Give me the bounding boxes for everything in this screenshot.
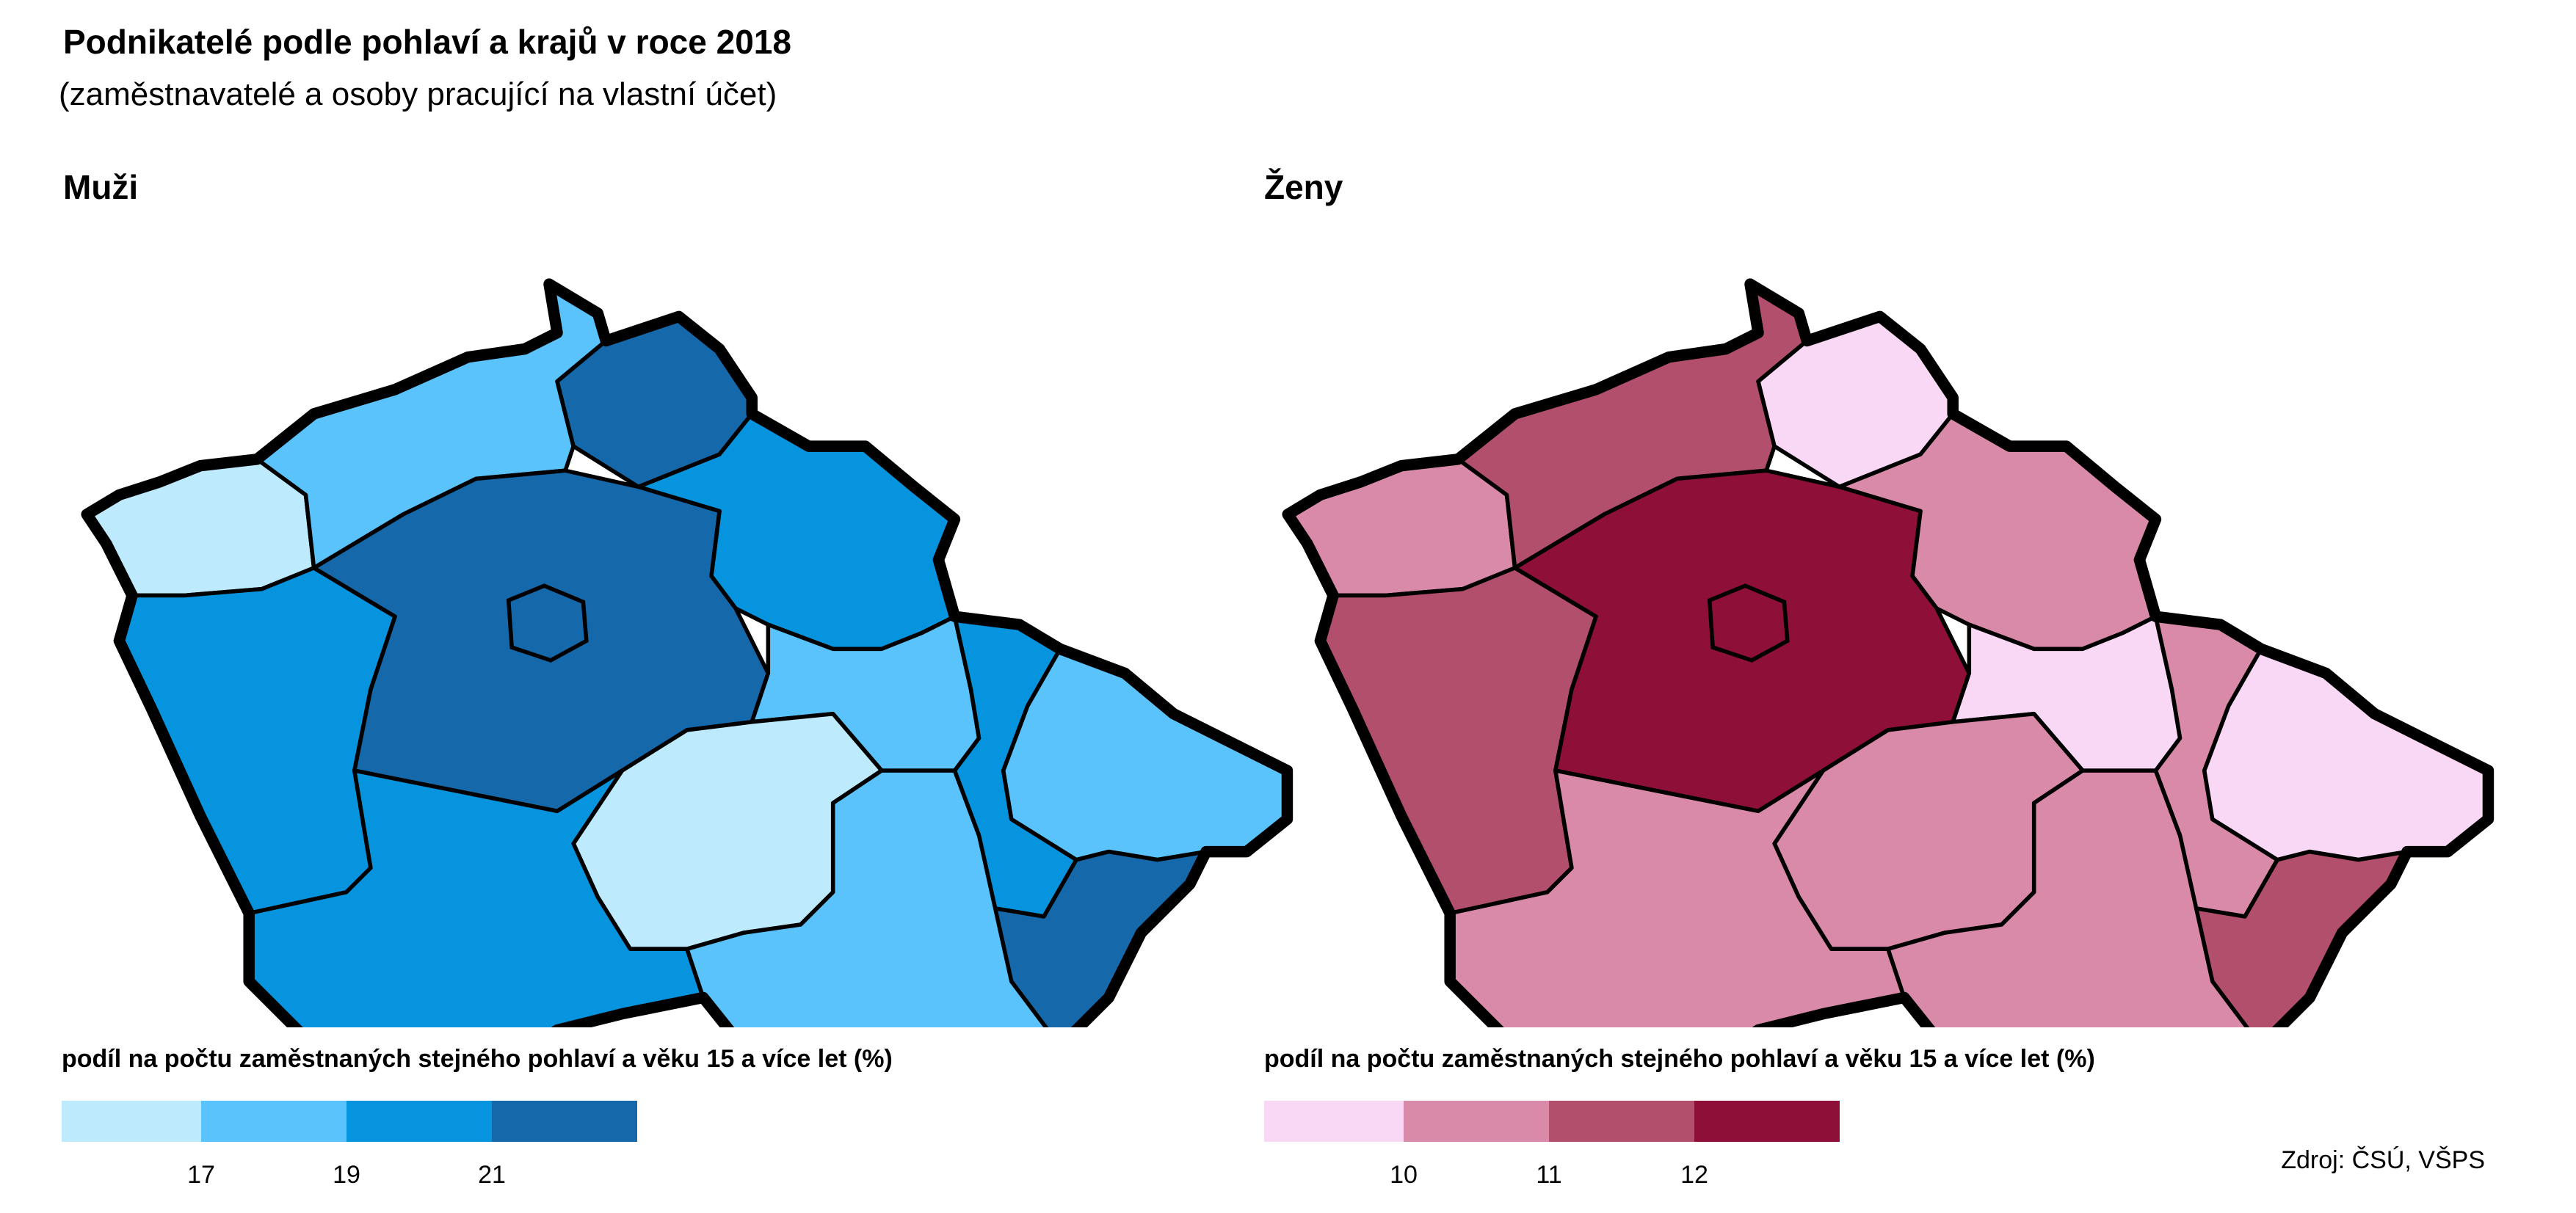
chart-title: Podnikatelé podle pohlaví a krajů v roce… [63, 23, 791, 61]
chart-subtitle: (zaměstnavatelé a osoby pracující na vla… [59, 76, 777, 112]
map-muzi [81, 278, 1294, 1027]
panel-title-zeny: Ženy [1264, 168, 1343, 206]
legend-swatch [62, 1101, 201, 1142]
legend-swatch [1264, 1101, 1404, 1142]
legend-tick-label: 17 [187, 1161, 215, 1189]
panel-title-muzi: Muži [63, 168, 139, 206]
legend-swatch [201, 1101, 347, 1142]
region-praha [506, 583, 589, 663]
legend-title-zeny: podíl na počtu zaměstnaných stejného poh… [1264, 1045, 2095, 1073]
legend-tick-label: 10 [1390, 1161, 1418, 1189]
legend-title-muzi: podíl na počtu zaměstnaných stejného poh… [62, 1045, 893, 1073]
legend-tick-label: 19 [333, 1161, 360, 1189]
legend-swatch [1549, 1101, 1694, 1142]
legend-tick-label: 11 [1536, 1161, 1562, 1189]
legend-swatch [1694, 1101, 1840, 1142]
legend-swatch [492, 1101, 637, 1142]
source-note: Zdroj: ČSÚ, VŠPS [2281, 1146, 2485, 1174]
region-praha [1707, 583, 1790, 663]
country-outline [1282, 278, 2495, 1027]
legend-tick-label: 21 [478, 1161, 506, 1189]
legend-bar-zeny [1264, 1101, 1840, 1142]
country-outline [81, 278, 1294, 1027]
legend-bar-muzi [62, 1101, 637, 1142]
legend-tick-label: 12 [1680, 1161, 1708, 1189]
legend-swatch [1404, 1101, 1549, 1142]
map-zeny [1282, 278, 2495, 1027]
legend-swatch [347, 1101, 492, 1142]
